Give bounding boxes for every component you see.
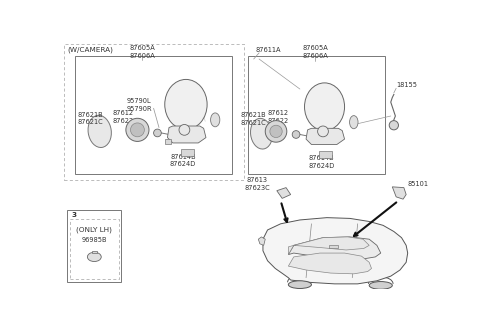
Polygon shape [277, 188, 291, 198]
Polygon shape [306, 128, 345, 145]
Polygon shape [92, 251, 96, 253]
Bar [71, 219, 119, 279]
Polygon shape [168, 126, 206, 143]
Ellipse shape [369, 281, 392, 289]
Text: 87612
87622: 87612 87622 [268, 110, 289, 124]
Bar [63, 44, 244, 180]
Polygon shape [263, 218, 408, 284]
Ellipse shape [251, 118, 272, 149]
Text: 87614B
87624D: 87614B 87624D [308, 155, 335, 169]
Bar [75, 56, 232, 174]
Polygon shape [288, 253, 372, 274]
Circle shape [179, 124, 190, 135]
Text: 87614B
87624D: 87614B 87624D [170, 154, 196, 167]
Text: 85101: 85101 [408, 181, 429, 187]
Text: 87611A: 87611A [255, 47, 281, 53]
Ellipse shape [87, 252, 101, 262]
Text: 87605A
87606A: 87605A 87606A [129, 46, 155, 59]
Text: 87621B
87621C: 87621B 87621C [241, 112, 266, 126]
Bar [248, 56, 384, 174]
Ellipse shape [165, 79, 207, 129]
Circle shape [292, 131, 300, 138]
Polygon shape [392, 187, 406, 199]
Text: 3: 3 [72, 212, 77, 218]
Bar [67, 210, 121, 281]
Text: 87621B
87621C: 87621B 87621C [78, 111, 103, 125]
Polygon shape [180, 149, 193, 156]
Circle shape [131, 123, 144, 137]
Polygon shape [288, 237, 381, 259]
Polygon shape [165, 139, 170, 144]
Circle shape [126, 118, 149, 141]
Circle shape [154, 129, 161, 137]
Text: a: a [322, 129, 324, 134]
Polygon shape [329, 245, 338, 248]
Circle shape [318, 126, 328, 137]
Ellipse shape [288, 281, 312, 289]
Ellipse shape [349, 116, 358, 129]
Text: 87605A
87606A: 87605A 87606A [302, 46, 328, 59]
Ellipse shape [88, 115, 111, 148]
Ellipse shape [304, 83, 345, 131]
Text: 87613
87623C: 87613 87623C [244, 177, 270, 190]
Text: 18155: 18155 [396, 82, 417, 88]
Circle shape [270, 125, 282, 137]
Text: 95790L
95790R: 95790L 95790R [126, 98, 152, 112]
Ellipse shape [211, 113, 220, 127]
Text: 96985B: 96985B [82, 237, 107, 243]
Text: a: a [183, 127, 186, 132]
Circle shape [265, 121, 287, 142]
Text: 87612
87622: 87612 87622 [112, 110, 133, 124]
Polygon shape [288, 237, 369, 254]
Polygon shape [319, 151, 332, 158]
Text: (W/CAMERA): (W/CAMERA) [67, 46, 113, 53]
Circle shape [389, 121, 398, 130]
Polygon shape [258, 237, 265, 245]
Text: (ONLY LH): (ONLY LH) [76, 227, 112, 233]
